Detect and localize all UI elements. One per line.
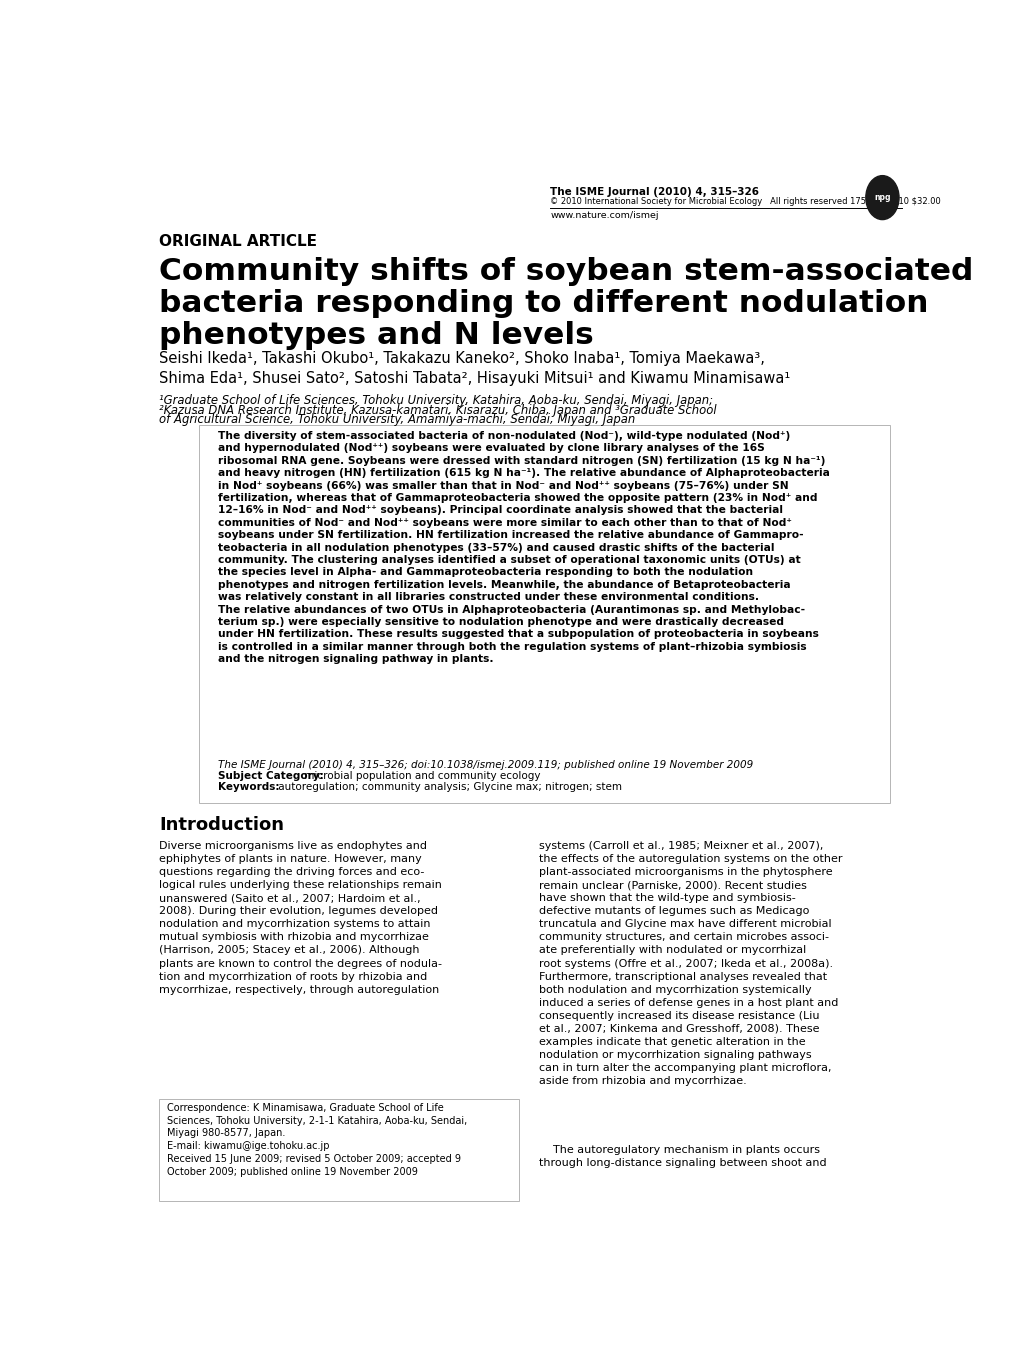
Text: microbial population and community ecology: microbial population and community ecolo…	[302, 771, 540, 781]
Text: Seishi Ikeda¹, Takashi Okubo¹, Takakazu Kaneko², Shoko Inaba¹, Tomiya Maekawa³,
: Seishi Ikeda¹, Takashi Okubo¹, Takakazu …	[159, 352, 790, 386]
Text: ²Kazusa DNA Research Institute, Kazusa-kamatari, Kisarazu, Chiba, Japan and ³Gra: ²Kazusa DNA Research Institute, Kazusa-k…	[159, 404, 716, 417]
Text: Diverse microorganisms live as endophytes and
ephiphytes of plants in nature. Ho: Diverse microorganisms live as endophyte…	[159, 841, 441, 995]
Text: of Agricultural Science, Tohoku University, Amamiya-machi, Sendai, Miyagi, Japan: of Agricultural Science, Tohoku Universi…	[159, 413, 635, 427]
Text: ORIGINAL ARTICLE: ORIGINAL ARTICLE	[159, 234, 317, 249]
Text: npg: npg	[873, 193, 890, 202]
Text: Community shifts of soybean stem-associated
bacteria responding to different nod: Community shifts of soybean stem-associa…	[159, 257, 972, 349]
Text: The ISME Journal (2010) 4, 315–326: The ISME Journal (2010) 4, 315–326	[550, 188, 759, 197]
Text: autoregulation; community analysis; Glycine max; nitrogen; stem: autoregulation; community analysis; Glyc…	[275, 781, 622, 791]
Text: Correspondence: K Minamisawa, Graduate School of Life
Sciences, Tohoku Universit: Correspondence: K Minamisawa, Graduate S…	[167, 1102, 467, 1177]
Text: © 2010 International Society for Microbial Ecology   All rights reserved 1751-73: © 2010 International Society for Microbi…	[550, 197, 941, 205]
Text: systems (Carroll et al., 1985; Meixner et al., 2007),
the effects of the autoreg: systems (Carroll et al., 1985; Meixner e…	[538, 841, 842, 1086]
Text: www.nature.com/ismej: www.nature.com/ismej	[550, 211, 658, 220]
Text: The autoregulatory mechanism in plants occurs
through long-distance signaling be: The autoregulatory mechanism in plants o…	[538, 1144, 825, 1167]
FancyBboxPatch shape	[159, 1098, 519, 1201]
Circle shape	[865, 175, 898, 220]
Text: The diversity of stem-associated bacteria of non-nodulated (Nod⁻), wild-type nod: The diversity of stem-associated bacteri…	[218, 431, 829, 665]
Text: Introduction: Introduction	[159, 815, 284, 834]
Text: ¹Graduate School of Life Sciences, Tohoku University, Katahira, Aoba-ku, Sendai,: ¹Graduate School of Life Sciences, Tohok…	[159, 394, 712, 408]
Text: Subject Category:: Subject Category:	[218, 771, 327, 781]
FancyBboxPatch shape	[199, 424, 890, 803]
Text: The ISME Journal (2010) 4, 315–326; doi:10.1038/ismej.2009.119; published online: The ISME Journal (2010) 4, 315–326; doi:…	[218, 760, 753, 769]
Text: Keywords:: Keywords:	[218, 781, 283, 791]
